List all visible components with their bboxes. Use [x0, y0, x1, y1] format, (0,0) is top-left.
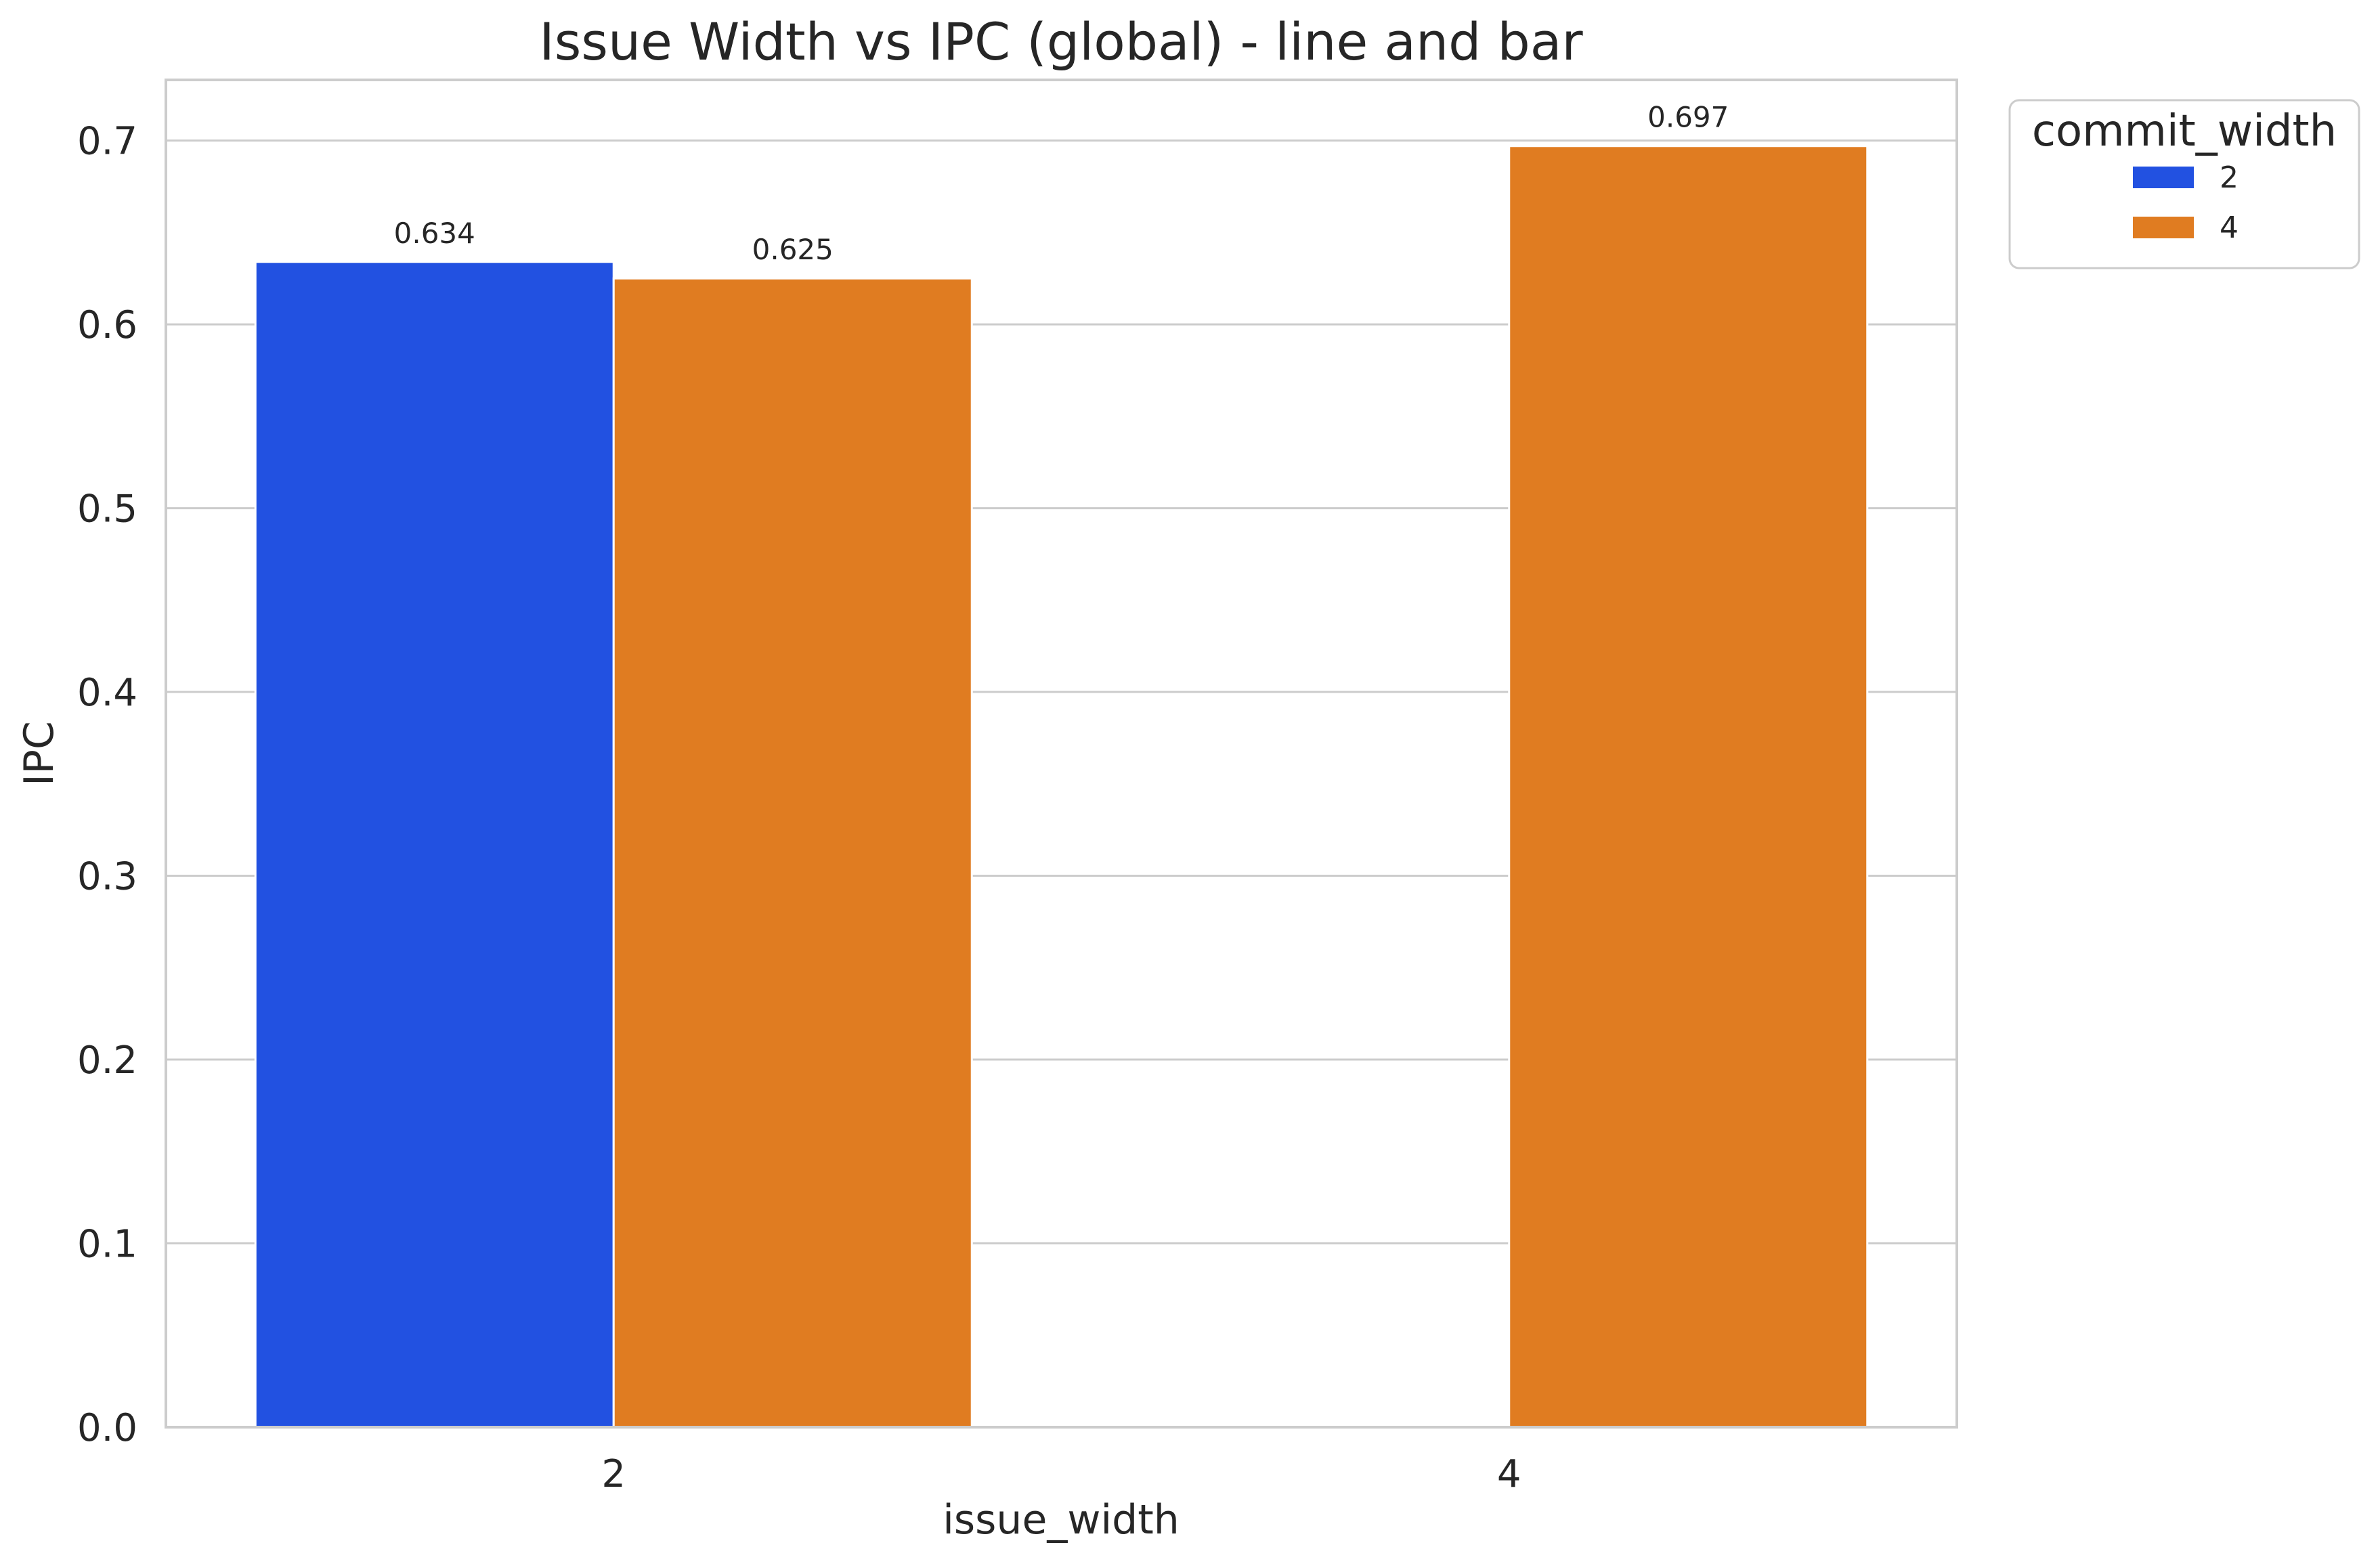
x-tick-label: 2: [601, 1452, 626, 1496]
bar-commit-width-2-issue-width-2: [254, 261, 615, 1429]
y-tick-label: 0.0: [77, 1406, 137, 1450]
data-labels: 0.634 0.625 0.697: [394, 101, 1729, 266]
legend-swatch: [2133, 217, 2194, 238]
y-tick-label: 0.1: [77, 1223, 137, 1267]
y-axis-label: IPC: [16, 721, 63, 786]
legend: commit_width 24: [2008, 99, 2360, 269]
bars: [254, 145, 1869, 1429]
bar-value-label: 0.634: [394, 217, 475, 250]
x-tick-label: 4: [1497, 1452, 1521, 1496]
chart-title: Issue Width vs IPC (global) - line and b…: [539, 12, 1583, 72]
legend-entries: 24: [2133, 160, 2239, 245]
plot-frame: [165, 79, 1958, 1429]
y-tick-label: 0.6: [77, 303, 137, 347]
legend-label: 2: [2220, 160, 2239, 195]
y-tick-label: 0.4: [77, 671, 137, 715]
y-tick-label: 0.7: [77, 120, 137, 164]
bar-value-label: 0.697: [1647, 101, 1729, 134]
y-tick-label: 0.5: [77, 487, 137, 531]
legend-label: 4: [2220, 211, 2239, 245]
y-tick-label: 0.3: [77, 855, 137, 899]
x-axis-label: issue_width: [943, 1496, 1180, 1544]
y-tick-labels: 0.0 0.1 0.2 0.3 0.4 0.5 0.6 0.7: [77, 120, 137, 1450]
bar-commit-width-4-issue-width-2: [612, 277, 973, 1429]
y-tick-label: 0.2: [77, 1039, 137, 1083]
bar-value-label: 0.625: [752, 233, 834, 266]
legend-swatch: [2133, 167, 2194, 188]
legend-title: commit_width: [2032, 106, 2337, 156]
bar-commit-width-4-issue-width-4: [1508, 145, 1869, 1429]
